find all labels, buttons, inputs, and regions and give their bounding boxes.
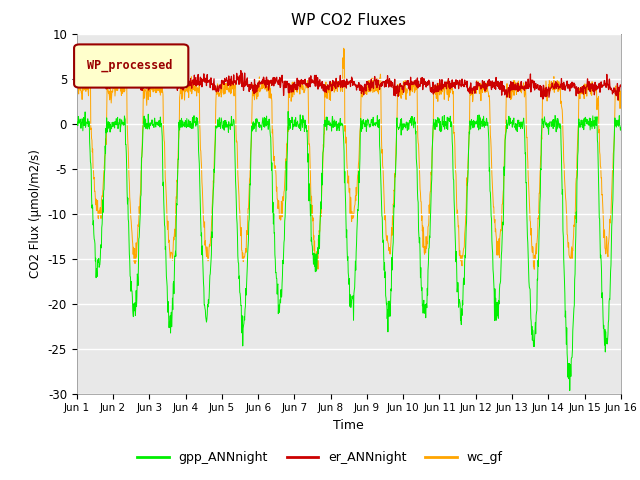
Y-axis label: CO2 Flux (μmol/m2/s): CO2 Flux (μmol/m2/s) bbox=[29, 149, 42, 278]
Text: WP_processed: WP_processed bbox=[88, 59, 173, 72]
FancyBboxPatch shape bbox=[74, 44, 188, 87]
Title: WP CO2 Fluxes: WP CO2 Fluxes bbox=[291, 13, 406, 28]
X-axis label: Time: Time bbox=[333, 419, 364, 432]
Legend: gpp_ANNnight, er_ANNnight, wc_gf: gpp_ANNnight, er_ANNnight, wc_gf bbox=[132, 446, 508, 469]
